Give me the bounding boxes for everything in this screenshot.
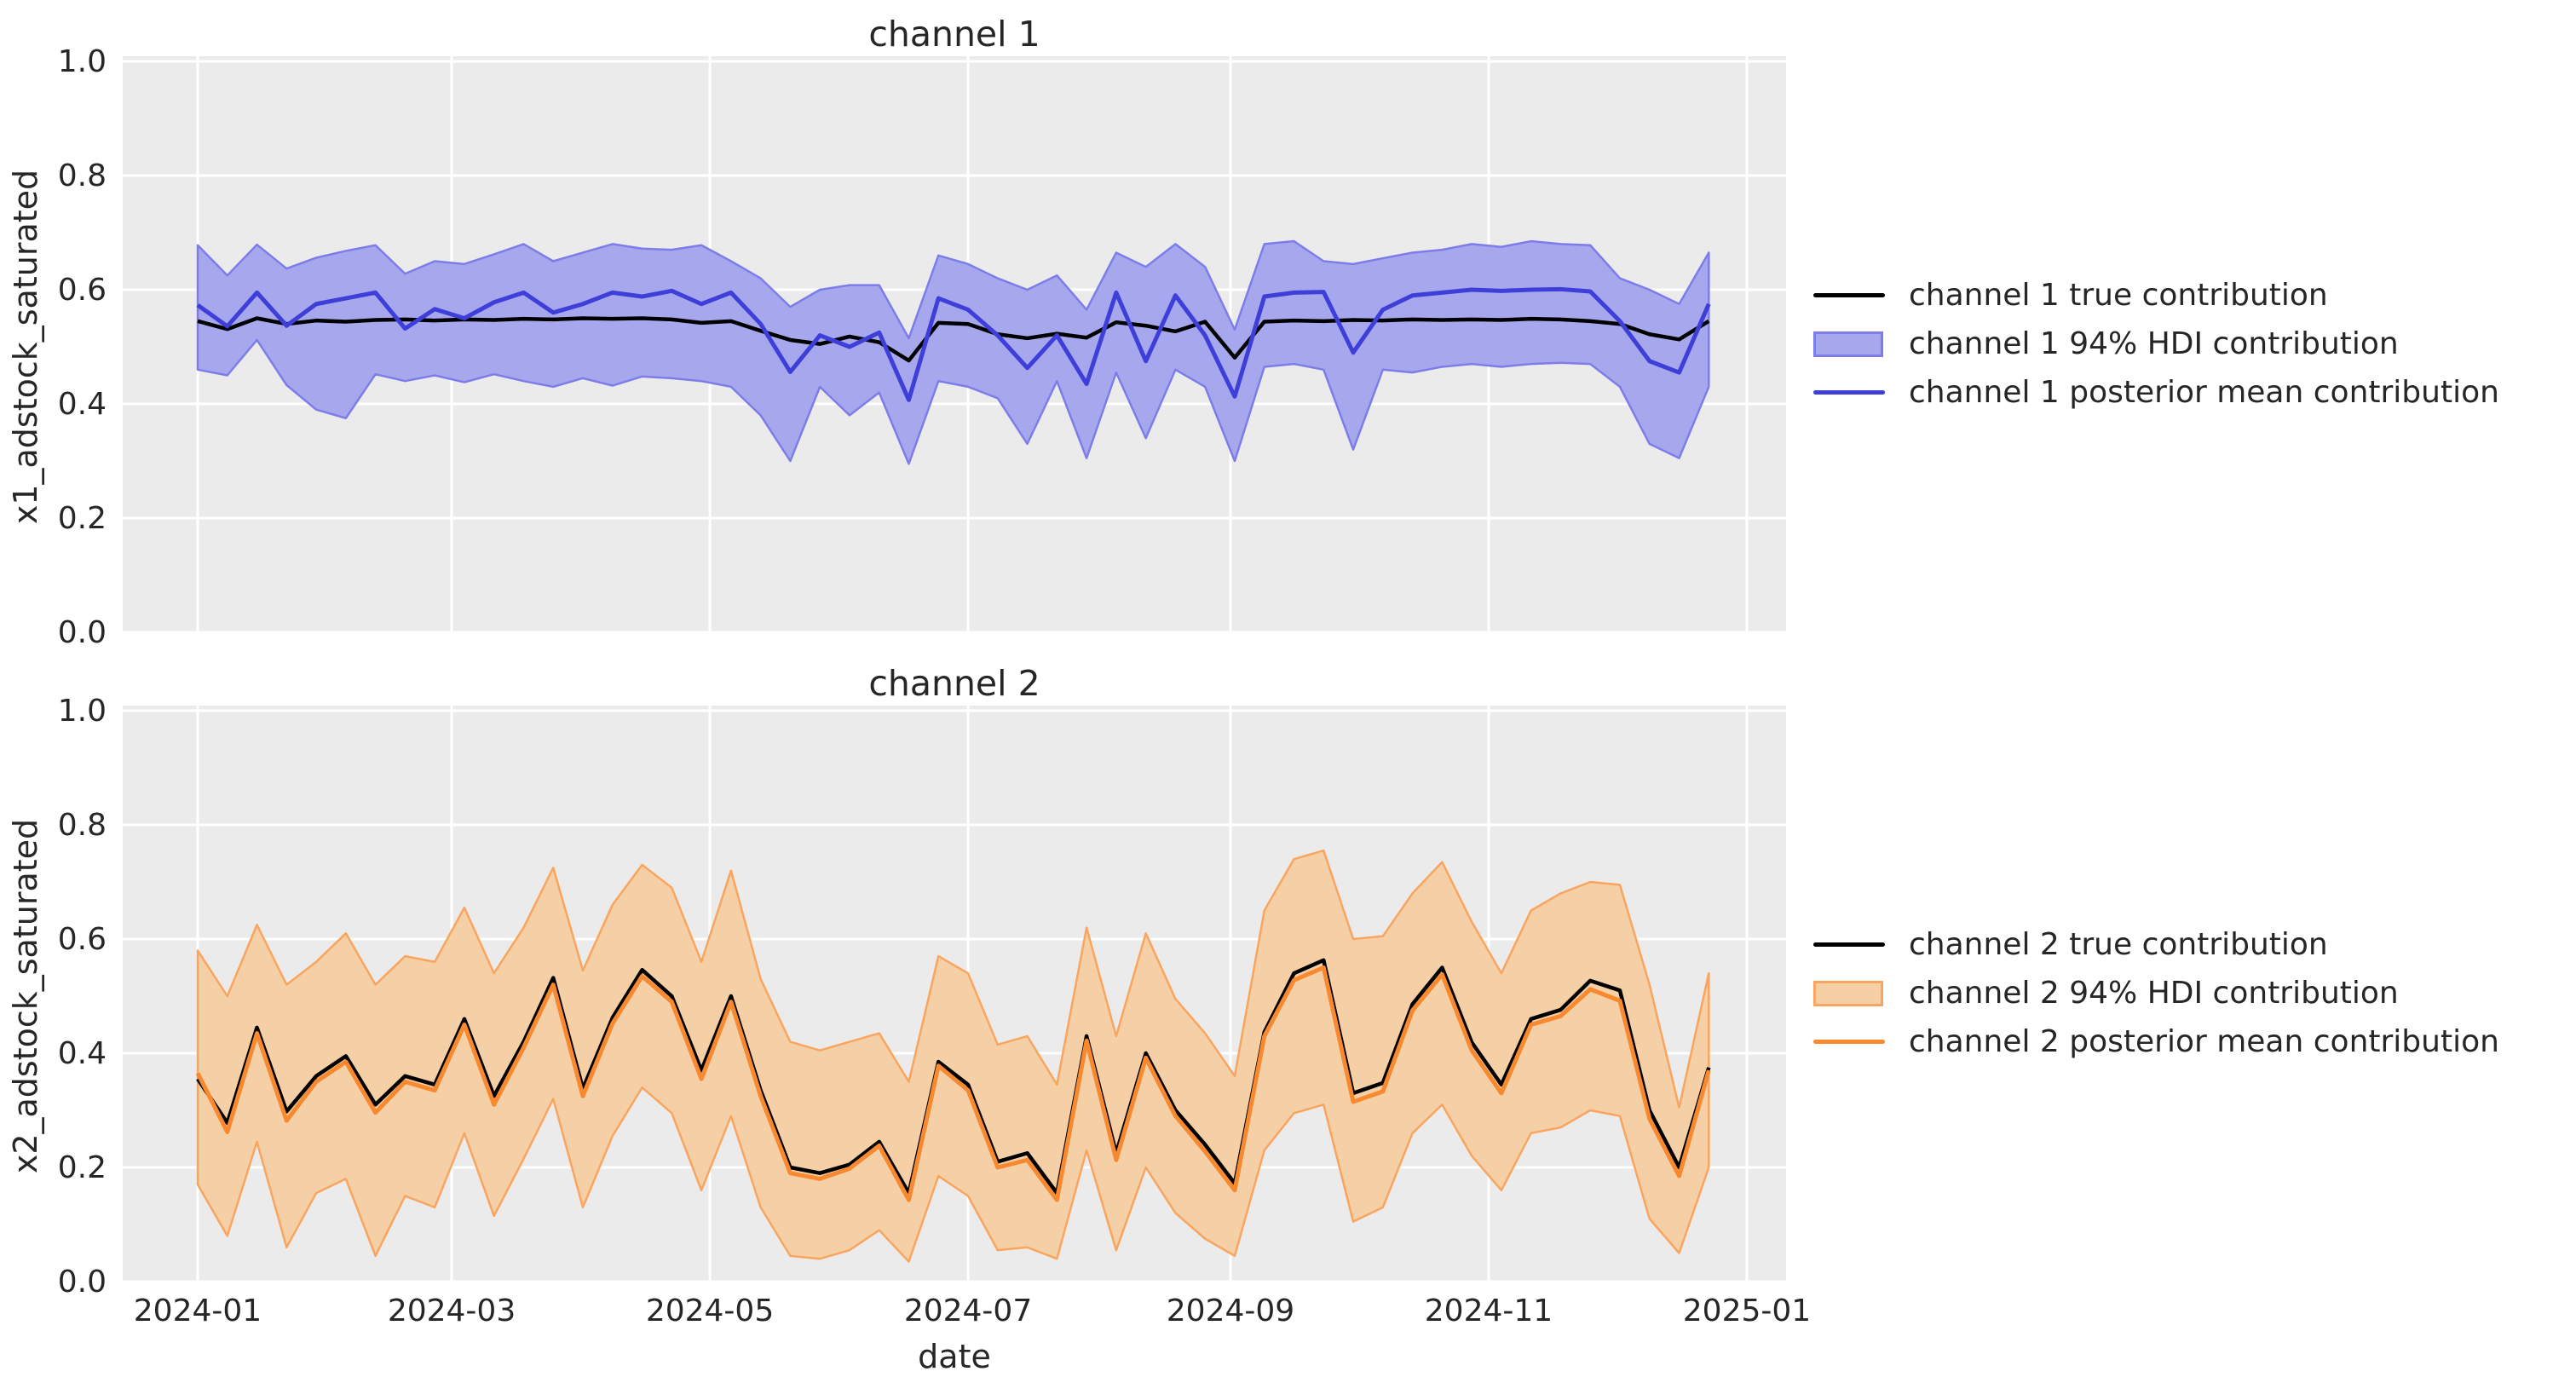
svg-text:0.8: 0.8 [58,158,107,193]
svg-text:2024-01: 2024-01 [134,1294,262,1328]
svg-text:2024-11: 2024-11 [1425,1294,1553,1328]
svg-text:2024-03: 2024-03 [388,1294,516,1328]
svg-text:1.0: 1.0 [58,694,107,729]
x-axis-label: date [918,1338,991,1375]
true-line-swatch [1813,293,1885,297]
svg-text:0.6: 0.6 [58,922,107,957]
svg-text:2024-07: 2024-07 [904,1294,1032,1328]
svg-text:2025-01: 2025-01 [1683,1294,1811,1328]
svg-text:0.4: 0.4 [58,1036,107,1071]
posterior-mean-line-swatch [1813,1040,1885,1044]
legend-label: channel 1 posterior mean contribution [1909,375,2499,410]
legend-item-true: channel 2 true contribution [1813,920,2499,969]
svg-text:0.2: 0.2 [58,1150,107,1185]
svg-text:0.0: 0.0 [58,1265,107,1299]
hdi-band-swatch [1813,980,1883,1006]
legend-item-posterior-mean: channel 2 posterior mean contribution [1813,1017,2499,1066]
legend-item-true: channel 1 true contribution [1813,271,2499,320]
legend-item-hdi: channel 2 94% HDI contribution [1813,969,2499,1017]
legend-label: channel 1 true contribution [1909,278,2328,313]
subplot1-legend: channel 1 true contribution channel 1 94… [1813,271,2499,417]
svg-text:1.0: 1.0 [58,44,107,79]
hdi-band-swatch [1813,331,1883,357]
legend-item-posterior-mean: channel 1 posterior mean contribution [1813,368,2499,417]
legend-item-hdi: channel 1 94% HDI contribution [1813,320,2499,368]
svg-text:0.6: 0.6 [58,273,107,308]
subplot2-legend: channel 2 true contribution channel 2 94… [1813,920,2499,1066]
svg-text:2024-09: 2024-09 [1167,1294,1294,1328]
subplot1-ylabel: x1_adstock_saturated [7,169,44,525]
subplot2-title: channel 2 [868,663,1040,704]
svg-text:0.0: 0.0 [58,615,107,650]
svg-text:2024-05: 2024-05 [646,1294,774,1328]
legend-label: channel 1 94% HDI contribution [1909,326,2399,361]
svg-text:0.8: 0.8 [58,808,107,843]
posterior-mean-line-swatch [1813,390,1885,395]
true-line-swatch [1813,942,1885,947]
legend-label: channel 2 94% HDI contribution [1909,976,2399,1011]
legend-label: channel 2 true contribution [1909,927,2328,962]
svg-text:0.4: 0.4 [58,387,107,422]
legend-label: channel 2 posterior mean contribution [1909,1024,2499,1059]
subplot1-title: channel 1 [868,14,1040,55]
svg-text:0.2: 0.2 [58,501,107,536]
subplot2-ylabel: x2_adstock_saturated [7,818,44,1174]
